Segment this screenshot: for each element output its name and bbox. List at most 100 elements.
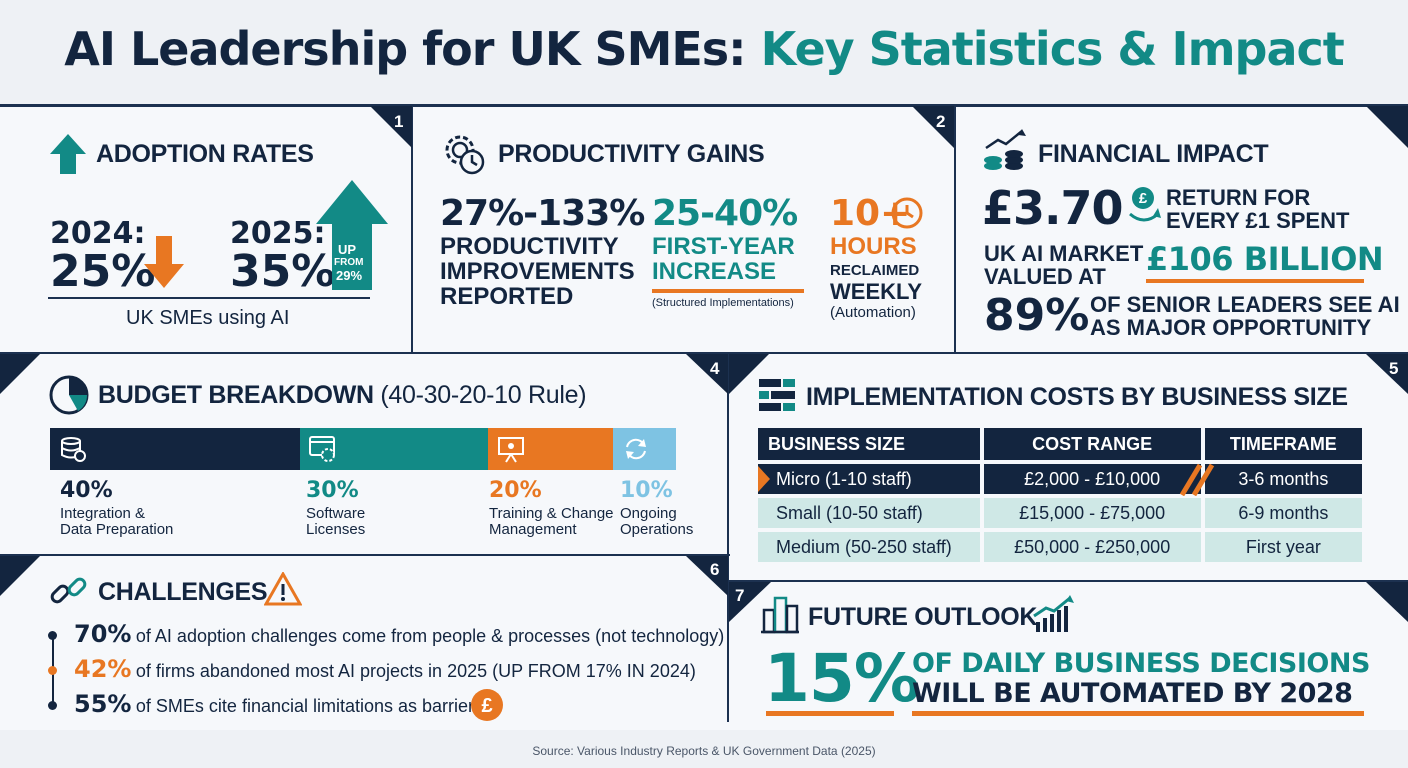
budget-label-operations-1: Ongoing [620,505,677,522]
table-cell-size: Medium (50-250 staff) [758,532,980,562]
growth-chart-icon [1033,595,1074,632]
budget-label-training-1: Training & Change [489,505,614,522]
budget-pct-training: 20% [489,478,542,503]
financial-leaders-value: 89% [984,290,1090,341]
adoption-from-text: FROM [334,257,364,268]
coins-growth-icon [984,129,1026,170]
arrow-up-icon [316,180,388,290]
table-row: Small (10-50 staff) £15,000 - £75,000 6-… [758,498,1362,528]
adoption-up-text: UP [338,242,357,257]
productivity-stat1-line3: REPORTED [440,283,574,310]
budget-heading-text: BUDGET BREAKDOWN [98,381,374,409]
productivity-stat1-value: 27%-133% [440,193,645,234]
costs-heading: IMPLEMENTATION COSTS BY BUSINESS SIZE [806,383,1348,411]
productivity-stat3-line3: WEEKLY [830,279,923,304]
budget-label-integration-2: Data Preparation [60,521,174,538]
budget-segment-training [488,428,613,470]
challenges-heading: CHALLENGES [98,578,268,606]
budget-heading-suffix: (40-30-20-10 Rule) [380,381,587,409]
table-row: Micro (1-10 staff) £2,000 - £10,000 3-6 … [758,464,1362,494]
section-number-6: 6 [710,560,720,579]
corner-triangle-left-6 [0,556,40,596]
section-number-7: 7 [735,586,745,605]
source-note: Source: Various Industry Reports & UK Go… [532,744,876,758]
section-number-2: 2 [936,112,946,131]
corner-triangle-left-5 [729,354,769,394]
productivity-stat2-underline [652,289,804,293]
divider-row2 [0,352,1408,354]
outlook-value: 15% [764,640,920,717]
warning-icon [264,572,302,606]
title-part-1: AI Leadership for UK SMEs: [64,22,746,76]
challenge-text: of AI adoption challenges come from peop… [135,626,725,646]
table-cell-cost: £50,000 - £250,000 [983,532,1201,562]
budget-segment-software [300,428,488,470]
section-number-5: 5 [1389,359,1399,378]
productivity-stat2-note: (Structured Implementations) [652,297,794,309]
challenge-text: of SMEs cite financial limitations as ba… [135,696,475,716]
productivity-heading: PRODUCTIVITY GAINS [498,140,765,168]
column-header: BUSINESS SIZE [758,428,980,460]
divider-row3-left [0,554,730,556]
table-cell-cost: £15,000 - £75,000 [983,498,1201,528]
adoption-heading: ADOPTION RATES [96,140,314,168]
divider-v2 [954,106,956,353]
software-settings-icon [309,436,335,462]
page-title: AI Leadership for UK SMEs: Key Statistic… [0,22,1408,76]
corner-triangle-3 [1366,106,1408,148]
broken-link-icon [50,577,87,604]
financial-roi-value: £3.70 [982,181,1124,235]
financial-market-underline [1146,279,1364,283]
challenge-value: 55% [74,690,132,718]
divider-top [0,104,1408,107]
financial-roi-line2: EVERY £1 SPENT [1166,208,1350,233]
city-icon [761,596,799,634]
budget-pct-integration: 40% [60,478,113,503]
svg-text:£: £ [481,695,492,717]
corner-triangle-2 [912,106,954,148]
budget-heading: BUDGET BREAKDOWN (40-30-20-10 Rule) [98,381,587,410]
budget-segment-integration [50,428,300,470]
budget-label-software-2: Licenses [306,521,366,538]
svg-text:£: £ [1139,190,1148,207]
bricks-icon [759,379,795,411]
table-cell-timeframe: 3-6 months [1204,464,1362,494]
productivity-stat3-line2: RECLAIMED [830,262,920,279]
corner-triangle-left-4 [0,354,40,394]
productivity-stat2-line2: INCREASE [652,258,777,285]
section-number-4: 4 [710,359,720,378]
productivity-stat3-note: (Automation) [830,304,916,321]
bullet-dot [48,631,57,640]
outlook-line-underline [912,711,1364,716]
challenge-value: 42% [74,655,132,683]
financial-market-line1: UK AI MARKET [984,241,1144,266]
budget-label-training-2: Management [489,521,577,538]
table-cell-timeframe: 6-9 months [1204,498,1362,528]
productivity-stat2-value: 25-40% [652,193,798,234]
financial-roi-line1: RETURN FOR [1166,185,1311,210]
arrow-up-icon [50,134,86,174]
productivity-stat1-line2: IMPROVEMENTS [440,258,635,285]
costs-table: BUSINESS SIZE COST RANGE TIMEFRAME Micro… [754,424,1366,566]
challenge-item: 55% of SMEs cite financial limitations a… [74,690,474,718]
pound-exchange-icon: £ [1129,187,1161,222]
corner-triangle-5 [1366,354,1408,394]
database-icon [61,437,86,462]
bullet-dot [48,701,57,710]
divider-row3-right [728,580,1408,582]
challenge-text: of firms abandoned most AI projects in 2… [135,661,696,681]
presentation-icon [498,437,524,463]
clock-icon [891,197,923,229]
budget-pct-operations: 10% [620,478,673,503]
financial-market-value: £106 BILLION [1146,240,1384,278]
budget-label-operations-2: Operations [620,521,694,538]
table-cell-timeframe: First year [1204,532,1362,562]
divider-v3 [727,352,729,722]
productivity-stat3-value: 10+ [830,193,911,234]
challenge-item: 42% of firms abandoned most AI projects … [74,655,696,683]
corner-triangle-6 [686,556,728,596]
adoption-caption: UK SMEs using AI [126,307,290,329]
adoption-2025-value: 35% [230,246,336,297]
productivity-stat3-line1: HOURS [830,233,917,260]
challenge-value: 70% [74,620,132,648]
